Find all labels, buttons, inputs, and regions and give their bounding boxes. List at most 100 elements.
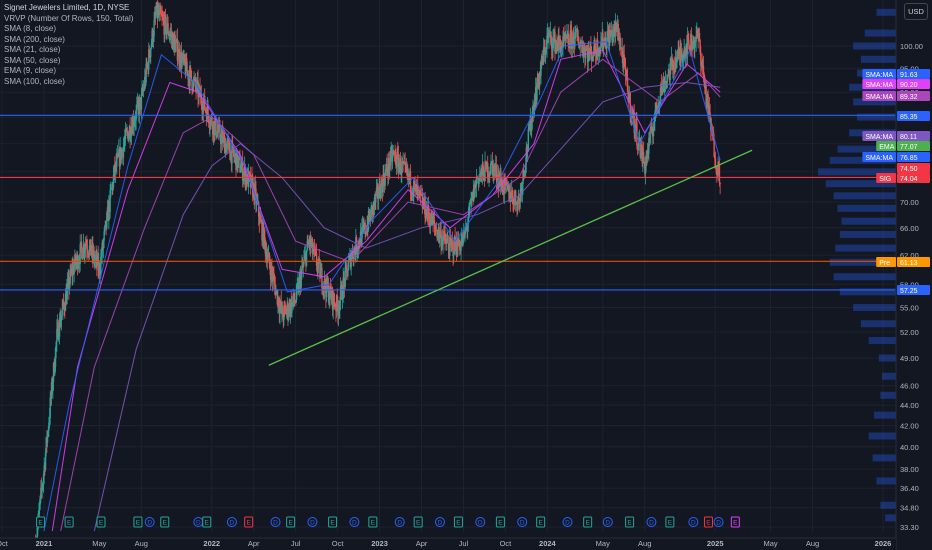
candle-body [522,169,524,184]
candle-body [511,190,514,197]
candle-body [302,264,304,268]
candle-body [341,285,343,300]
candle-body [133,123,135,128]
candle-body [445,240,448,244]
candle-body [283,305,286,307]
candle-body [669,62,671,80]
candle-body [324,278,326,289]
moving-average-line [43,41,721,532]
candle-body [370,206,372,221]
candle-body [538,72,541,87]
candle-body [74,254,77,265]
candle-body [83,243,85,253]
candle-body [176,39,179,61]
candle-body [457,236,460,246]
candle-body [620,47,623,48]
candle-body [43,465,45,475]
candle-body [715,168,717,171]
indicator-sma-50[interactable]: SMA (50, close) [4,55,61,65]
candle-body [696,30,699,35]
candle-body [277,296,280,308]
candle-body [88,254,90,256]
candle-body [153,20,155,37]
event-marker-glyph: D [230,520,235,527]
candle-body [573,46,575,47]
candle-body [444,233,446,241]
candle-body [664,81,667,84]
event-marker-glyph: E [163,520,168,527]
candle-body [284,306,286,309]
candle-body [63,305,65,310]
candle-body [703,74,705,78]
candle-body [62,300,65,306]
candle-body [357,249,359,251]
event-marker-glyph: E [498,520,503,527]
event-marker-glyph: D [147,520,152,527]
candle-body [397,154,400,172]
candle-body [38,504,41,511]
indicator-sma-200[interactable]: SMA (200, close) [4,34,65,44]
candle-body [413,180,416,185]
candle-body [666,81,668,83]
candle-body [413,180,415,194]
candle-body [495,164,498,181]
candle-body [225,145,228,153]
candle-body [172,33,175,50]
candle-body [657,104,659,106]
candle-body [353,247,355,260]
price-label-value: 76.85 [900,155,918,162]
price-tick-label: 44.00 [900,401,919,410]
candle-body [447,242,450,251]
candle-body [544,49,547,56]
candle-body [48,417,51,423]
candle-body [543,47,546,49]
price-label-name: Pre [879,260,890,267]
event-marker-glyph: D [520,520,525,527]
indicator-sma-8[interactable]: SMA (8, close) [4,24,57,33]
candle-body [329,285,332,292]
candle-body [680,50,683,57]
earnings-marker [730,516,740,528]
candle-body [337,308,340,316]
candle-body [398,165,400,172]
candle-body [372,203,374,215]
candle-body [237,156,240,159]
earnings-marker [495,516,505,528]
candle-body [561,47,563,49]
candle-body [120,150,123,160]
volume-profile-bar [835,244,896,252]
candle-body [588,52,591,58]
symbol-title[interactable]: Signet Jewelers Limited, 1D, NYSE [4,3,130,12]
candle-body [713,139,715,157]
candle-body [189,68,191,86]
candle-body [150,43,153,49]
candle-body [379,183,381,196]
indicator-ema-9[interactable]: EMA (9, close) [4,66,57,75]
volume-profile-bar [878,354,896,362]
candle-body [562,36,564,48]
candle-body [269,263,271,270]
candle-body [41,487,43,490]
candle-body [143,87,145,89]
candle-body [287,313,290,317]
indicator-sma-21[interactable]: SMA (21, close) [4,45,61,54]
candle-body [581,44,583,52]
candle-body [405,163,407,168]
candle-body [503,177,506,194]
candle-body [548,34,551,36]
candle-body [490,161,492,173]
time-tick-label: Jul [291,539,301,548]
candle-body [510,199,512,202]
indicator-sma-100[interactable]: SMA (100, close) [4,76,65,86]
candle-body [130,136,132,139]
candle-body [694,41,697,43]
time-axis [0,538,896,550]
candle-body [173,33,175,40]
indicator-vrvp[interactable]: VRVP (Number Of Rows, 150, Total) [4,13,134,23]
currency-button[interactable]: USD [904,3,928,20]
candle-body [429,222,432,227]
dividend-marker [517,517,528,527]
candle-body [451,241,453,244]
candle-body [574,29,577,32]
